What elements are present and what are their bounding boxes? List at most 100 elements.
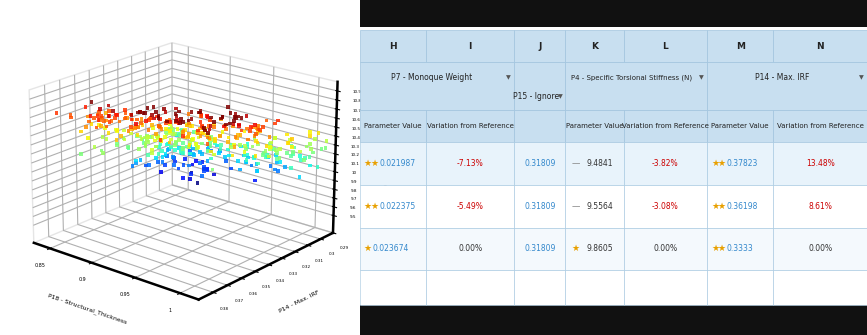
Text: -5.49%: -5.49% xyxy=(457,202,484,211)
Text: ★: ★ xyxy=(571,245,579,254)
Bar xyxy=(773,270,867,305)
Y-axis label: P14 - Max. IRF: P14 - Max. IRF xyxy=(278,289,320,314)
Text: ★: ★ xyxy=(364,159,372,168)
Text: 9.8605: 9.8605 xyxy=(586,245,613,254)
Text: M: M xyxy=(736,42,745,51)
Bar xyxy=(707,62,867,110)
Text: 0.37823: 0.37823 xyxy=(727,159,758,168)
Text: 0.31809: 0.31809 xyxy=(525,159,556,168)
Bar xyxy=(360,142,426,185)
Text: 0.00%: 0.00% xyxy=(654,245,677,254)
Bar xyxy=(565,270,623,305)
Bar xyxy=(360,305,867,335)
Bar xyxy=(360,185,426,227)
Text: ★: ★ xyxy=(718,202,726,211)
Text: K: K xyxy=(591,42,598,51)
Text: ★: ★ xyxy=(718,159,726,168)
Bar xyxy=(514,142,565,185)
Bar xyxy=(707,142,773,185)
Bar xyxy=(514,185,565,227)
Text: I: I xyxy=(468,42,472,51)
Text: ★: ★ xyxy=(718,245,726,254)
Bar xyxy=(426,142,514,185)
Text: 0.00%: 0.00% xyxy=(808,245,832,254)
Bar xyxy=(773,110,867,142)
Bar xyxy=(426,110,514,142)
Bar xyxy=(623,270,707,305)
Bar xyxy=(773,30,867,62)
Text: Variation from Reference: Variation from Reference xyxy=(427,123,513,129)
Bar xyxy=(565,142,623,185)
Text: —: — xyxy=(571,159,580,168)
Bar xyxy=(565,185,623,227)
Bar xyxy=(360,0,867,27)
Text: ▼: ▼ xyxy=(699,75,703,80)
Bar xyxy=(773,227,867,270)
Bar xyxy=(360,30,426,62)
Text: ★: ★ xyxy=(364,245,372,254)
Text: 0.00%: 0.00% xyxy=(458,245,482,254)
Text: N: N xyxy=(816,42,824,51)
Text: 13.48%: 13.48% xyxy=(805,159,834,168)
Bar xyxy=(426,270,514,305)
Text: Variation from Reference: Variation from Reference xyxy=(777,123,864,129)
Bar xyxy=(360,227,426,270)
X-axis label: P18 - Structural_Thickness: P18 - Structural_Thickness xyxy=(47,293,127,325)
Text: ★: ★ xyxy=(711,202,720,211)
Text: Variation from Reference: Variation from Reference xyxy=(622,123,709,129)
Text: 0.021987: 0.021987 xyxy=(379,159,415,168)
Text: ▼: ▼ xyxy=(557,94,563,99)
Text: —: — xyxy=(571,202,580,211)
Text: ★: ★ xyxy=(370,159,379,168)
Bar xyxy=(623,227,707,270)
Text: Parameter Value: Parameter Value xyxy=(565,123,623,129)
Bar xyxy=(514,227,565,270)
Bar xyxy=(773,185,867,227)
Bar xyxy=(623,185,707,227)
Text: ★: ★ xyxy=(711,245,720,254)
Bar xyxy=(426,227,514,270)
Bar xyxy=(707,30,773,62)
Bar xyxy=(565,110,623,142)
Bar xyxy=(773,142,867,185)
Bar xyxy=(565,227,623,270)
Bar xyxy=(426,185,514,227)
Text: L: L xyxy=(662,42,668,51)
Text: Parameter Value: Parameter Value xyxy=(364,123,421,129)
Text: 9.5564: 9.5564 xyxy=(586,202,613,211)
Text: ★: ★ xyxy=(370,202,379,211)
Bar xyxy=(360,270,426,305)
Bar xyxy=(623,30,707,62)
Bar xyxy=(707,270,773,305)
Text: 0.31809: 0.31809 xyxy=(525,202,556,211)
Bar xyxy=(707,110,773,142)
Text: P15 - Ignore: P15 - Ignore xyxy=(512,92,559,101)
Text: 0.31809: 0.31809 xyxy=(525,245,556,254)
Bar xyxy=(623,142,707,185)
Text: -7.13%: -7.13% xyxy=(457,159,484,168)
Bar xyxy=(514,30,565,62)
Text: -3.82%: -3.82% xyxy=(652,159,679,168)
Text: Parameter Value: Parameter Value xyxy=(712,123,769,129)
Bar xyxy=(623,110,707,142)
Bar xyxy=(360,62,514,110)
Text: 8.61%: 8.61% xyxy=(808,202,832,211)
Text: 9.4841: 9.4841 xyxy=(586,159,613,168)
Text: 0.022375: 0.022375 xyxy=(379,202,415,211)
Text: 0.36198: 0.36198 xyxy=(727,202,758,211)
Bar xyxy=(707,227,773,270)
Bar xyxy=(360,110,426,142)
Bar xyxy=(514,62,565,110)
Bar xyxy=(514,270,565,305)
Bar xyxy=(707,185,773,227)
Bar xyxy=(565,62,707,110)
Text: 0.3333: 0.3333 xyxy=(727,245,753,254)
Text: -3.08%: -3.08% xyxy=(652,202,679,211)
Bar xyxy=(426,30,514,62)
Bar xyxy=(565,30,623,62)
Text: ▼: ▼ xyxy=(858,75,864,80)
Text: ★: ★ xyxy=(711,159,720,168)
Text: 0.023674: 0.023674 xyxy=(373,245,409,254)
Text: J: J xyxy=(538,42,542,51)
Bar xyxy=(514,110,565,142)
